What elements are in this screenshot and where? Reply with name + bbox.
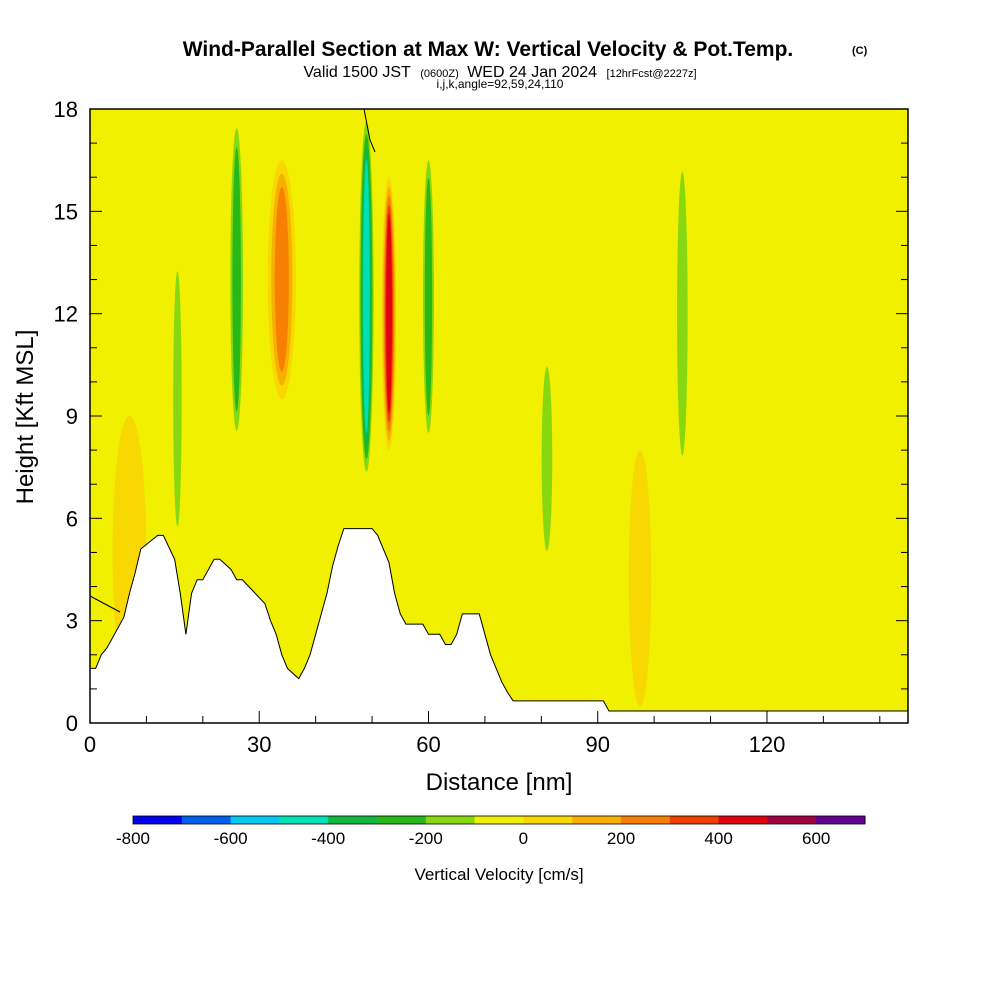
colorbar-frame (132, 815, 866, 825)
y-tick-label: 15 (54, 199, 78, 224)
subtitle-valid: Valid 1500 JST (303, 64, 411, 81)
subtitle-line: Valid 1500 JST (0600Z) WED 24 Jan 2024 [… (303, 64, 696, 81)
x-tick-label: 30 (247, 732, 271, 757)
colorbar-tick-label: -600 (214, 829, 248, 848)
colorbar-tick-label: 0 (519, 829, 528, 848)
velocity-contour (274, 187, 289, 373)
isentrope-line (89, 595, 121, 613)
y-tick-label: 9 (66, 404, 78, 429)
y-tick-label: 0 (66, 711, 78, 736)
x-tick-label: 0 (84, 732, 96, 757)
colorbar-swatch (669, 816, 720, 824)
x-tick-label: 60 (416, 732, 440, 757)
colorbar-swatch (767, 816, 817, 824)
velocity-contour (541, 366, 553, 551)
subtitle-fcst: [12hrFcst@2227z] (607, 68, 697, 80)
subtitle-date: WED 24 Jan 2024 (467, 64, 597, 81)
colorbar-tick-label: 600 (802, 829, 830, 848)
velocity-contour (628, 450, 652, 706)
x-axis-label: Distance [nm] (426, 769, 573, 796)
colorbar-swatch (328, 816, 378, 824)
velocity-contour (424, 177, 433, 416)
colorbar-tick-label: -200 (409, 829, 443, 848)
x-tick-label: 90 (585, 732, 609, 757)
colorbar-swatch (279, 816, 329, 824)
colorbar-swatch (133, 816, 183, 824)
colorbar-swatch (181, 816, 232, 824)
isentrope-line (363, 108, 376, 153)
colorbar-tick-label: -400 (311, 829, 345, 848)
y-axis-label: Height [Kft MSL] (12, 330, 39, 505)
colorbar-swatch (718, 816, 768, 824)
velocity-contour (173, 271, 182, 527)
colorbar-swatch (474, 816, 524, 824)
plot-area: 0 30 60 90 120 0 3 6 9 12 15 18 (54, 97, 909, 757)
subtitle-utc: (0600Z) (420, 68, 459, 80)
colorbar: -800 -600 -400 -200 0 200 400 600 (116, 815, 866, 848)
colorbar-label: Vertical Velocity [cm/s] (414, 865, 583, 884)
velocity-contour (232, 147, 241, 412)
colorbar-swatch (523, 816, 573, 824)
y-tick-label: 12 (54, 302, 78, 327)
velocity-contour (677, 171, 688, 456)
colorbar-swatch (425, 816, 476, 824)
colorbar-swatch (816, 816, 866, 824)
chart-title: Wind-Parallel Section at Max W: Vertical… (183, 38, 794, 61)
colorbar-swatch (377, 816, 427, 824)
colorbar-swatch (230, 816, 280, 824)
title-mark: (C) (852, 45, 868, 57)
terrain (89, 528, 909, 724)
velocity-contour (363, 159, 370, 434)
axis-ticks: 0 30 60 90 120 0 3 6 9 12 15 18 (54, 97, 908, 757)
colorbar-swatch (621, 816, 671, 824)
y-tick-label: 18 (54, 97, 78, 122)
colorbar-tick-label: -800 (116, 829, 150, 848)
subtitle-params: i,j,k,angle=92,59,24,110 (437, 77, 564, 91)
colorbar-tick-label: 200 (607, 829, 635, 848)
colorbar-swatch (572, 816, 622, 824)
x-tick-label: 120 (749, 732, 786, 757)
velocity-contour (386, 214, 392, 414)
colorbar-tick-label: 400 (704, 829, 732, 848)
y-tick-label: 3 (66, 609, 78, 634)
y-tick-label: 6 (66, 506, 78, 531)
